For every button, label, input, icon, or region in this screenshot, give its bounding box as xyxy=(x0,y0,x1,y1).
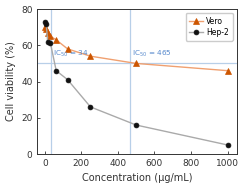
Vero xyxy=(43,26,46,28)
Hep-2 xyxy=(46,40,49,43)
Vero xyxy=(89,55,92,57)
Vero xyxy=(66,48,69,50)
Line: Hep-2: Hep-2 xyxy=(42,19,230,147)
Vero xyxy=(135,62,138,65)
Vero xyxy=(45,28,48,30)
Hep-2 xyxy=(66,79,69,81)
Vero xyxy=(226,70,229,72)
Hep-2 xyxy=(49,42,52,45)
Line: Vero: Vero xyxy=(42,24,230,74)
Hep-2 xyxy=(89,106,92,108)
X-axis label: Concentration (μg/mL): Concentration (μg/mL) xyxy=(82,174,192,184)
Hep-2 xyxy=(45,22,48,25)
Vero xyxy=(55,39,58,41)
Text: IC$_{50}$ = 465: IC$_{50}$ = 465 xyxy=(132,49,172,59)
Hep-2 xyxy=(226,144,229,146)
Hep-2 xyxy=(135,124,138,126)
Vero xyxy=(49,35,52,37)
Hep-2 xyxy=(43,21,46,23)
Hep-2 xyxy=(55,70,58,72)
Text: IC$_{50}$ = 34: IC$_{50}$ = 34 xyxy=(53,49,89,59)
Legend: Vero, Hep-2: Vero, Hep-2 xyxy=(186,13,233,41)
Vero xyxy=(46,32,49,34)
Y-axis label: Cell viability (%): Cell viability (%) xyxy=(6,42,15,122)
